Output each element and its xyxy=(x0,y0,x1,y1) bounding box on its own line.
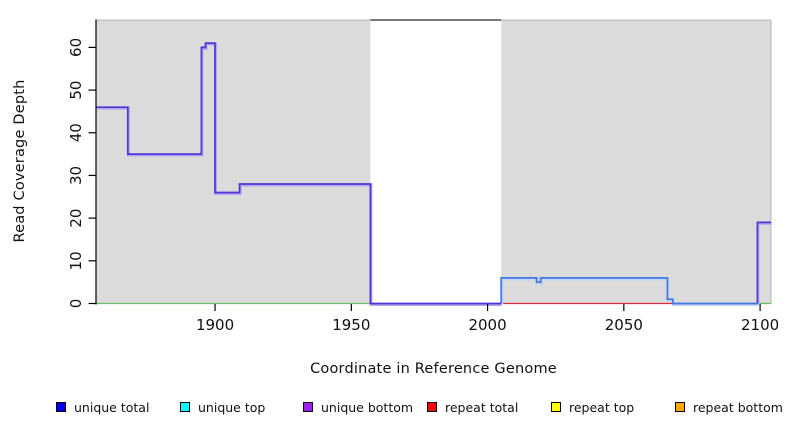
legend-label-unique-top: unique top xyxy=(198,399,266,415)
legend-swatch-repeat-total xyxy=(427,402,437,412)
region-white-gap xyxy=(370,20,502,304)
region-shaded-left xyxy=(96,20,371,304)
legend-swatch-unique-total xyxy=(56,402,66,412)
legend: unique total unique top unique bottom repea… xyxy=(0,399,792,419)
y-tick-label: 30 xyxy=(67,166,85,185)
legend-item-unique-top: unique top xyxy=(180,399,265,415)
series-fringe-unique-bottom xyxy=(97,42,502,306)
y-tick-label: 60 xyxy=(67,38,85,57)
legend-label-unique-bottom: unique bottom xyxy=(321,399,414,415)
legend-swatch-repeat-bottom xyxy=(675,402,685,412)
x-tick-label: 2100 xyxy=(741,316,779,334)
series-unique-total xyxy=(500,277,758,305)
legend-item-unique-total: unique total xyxy=(56,399,149,415)
y-tick-label: 0 xyxy=(67,299,85,309)
legend-label-unique-total: unique total xyxy=(74,399,150,415)
y-tick-label: 40 xyxy=(67,123,85,142)
y-axis-title: Read Coverage Depth xyxy=(12,79,28,243)
legend-label-repeat-total: repeat total xyxy=(445,399,519,415)
x-tick-label: 1900 xyxy=(196,316,234,334)
x-tick-label: 1950 xyxy=(332,316,370,334)
legend-swatch-unique-bottom xyxy=(303,402,313,412)
legend-label-repeat-bottom: repeat bottom xyxy=(693,399,783,415)
y-tick-label: 50 xyxy=(67,81,85,100)
series-unique-bottom xyxy=(756,221,771,304)
y-tick-label: 20 xyxy=(67,209,85,228)
region-shaded-right xyxy=(501,20,771,304)
legend-item-repeat-total: repeat total xyxy=(427,399,518,415)
x-tick-label: 2050 xyxy=(605,316,643,334)
legend-label-repeat-top: repeat top xyxy=(569,399,635,415)
y-tick-label: 10 xyxy=(67,251,85,270)
legend-item-repeat-bottom: repeat bottom xyxy=(675,399,783,415)
series-unique-bottom xyxy=(96,42,502,305)
legend-item-unique-bottom: unique bottom xyxy=(303,399,413,415)
legend-item-repeat-top: repeat top xyxy=(551,399,634,415)
x-tick-label: 2000 xyxy=(468,316,506,334)
x-axis-title: Coordinate in Reference Genome xyxy=(310,361,557,377)
legend-swatch-repeat-top xyxy=(551,402,561,412)
legend-swatch-unique-top xyxy=(180,402,190,412)
